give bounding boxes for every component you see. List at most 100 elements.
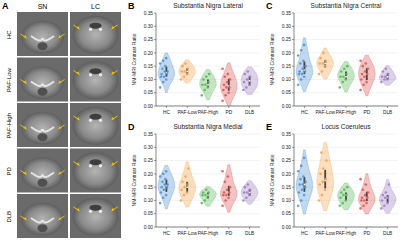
data-point [184, 62, 187, 65]
tick-label: 0.30 [282, 24, 292, 29]
image-bg [17, 58, 68, 102]
tick-label: 0.20 [144, 172, 154, 177]
panel-label: D [128, 122, 135, 132]
data-point [249, 189, 252, 192]
data-point [243, 81, 246, 84]
aqueduct [38, 88, 48, 96]
data-point [159, 86, 162, 89]
median [366, 197, 368, 199]
data-point [318, 73, 321, 76]
category-label: PAF-High [336, 231, 357, 236]
data-point [364, 194, 367, 197]
median [366, 73, 368, 75]
data-point [381, 75, 384, 78]
data-point [203, 199, 206, 202]
data-point [226, 189, 229, 192]
data-point [325, 159, 328, 162]
data-point [247, 70, 250, 73]
data-point [206, 196, 209, 199]
tick-label: 0.35 [144, 11, 154, 16]
grid-line [294, 213, 398, 214]
y-axis [294, 13, 295, 106]
lc-spot [89, 210, 92, 213]
tick-label: 0.10 [282, 77, 292, 82]
data-point [346, 186, 349, 189]
tick-label: 0.10 [282, 198, 292, 203]
data-point [386, 202, 389, 205]
arrow [112, 71, 118, 75]
data-point [164, 178, 167, 181]
data-point [227, 196, 230, 199]
data-point [180, 189, 183, 192]
data-point [343, 68, 346, 71]
tick-label: 0.00 [144, 104, 154, 109]
data-point [324, 178, 327, 181]
data-point [164, 65, 167, 68]
tick-mark [249, 106, 250, 108]
data-point [367, 191, 370, 194]
column-label: LC [91, 3, 100, 10]
data-point [248, 194, 251, 197]
data-point [363, 199, 366, 202]
tick-mark [228, 106, 229, 108]
grid-line [294, 92, 398, 93]
violin [241, 181, 258, 204]
data-point [381, 199, 384, 202]
aqueduct [38, 224, 48, 232]
data-point [297, 54, 300, 57]
data-point [200, 202, 203, 205]
arrow [59, 34, 65, 38]
violin [220, 63, 237, 106]
quartile-box [303, 61, 305, 74]
data-point [362, 189, 365, 192]
image-bg [17, 149, 68, 193]
data-point [302, 60, 305, 63]
category-label: PAF-Low [178, 110, 198, 115]
data-point [359, 60, 362, 63]
grid-line [294, 134, 398, 135]
midbrain [21, 203, 64, 236]
data-point [243, 191, 246, 194]
ventricle [90, 159, 102, 165]
arrow [112, 162, 118, 166]
data-point [229, 186, 232, 189]
category-label: HC [163, 110, 170, 115]
violin [338, 183, 355, 210]
sn-band [31, 218, 54, 223]
data-point [245, 86, 248, 89]
tick-label: 0.25 [282, 158, 292, 163]
data-point [343, 189, 346, 192]
aqueduct [38, 133, 48, 141]
data-point [201, 194, 204, 197]
grid-line [294, 147, 398, 148]
data-point [222, 194, 225, 197]
quartile-box [249, 76, 251, 85]
tick-label: 0.05 [144, 211, 154, 216]
lc-spot [99, 210, 102, 213]
tick-label: 0.20 [144, 51, 154, 56]
grid-line [156, 213, 260, 214]
data-point [362, 65, 365, 68]
data-point [201, 83, 204, 86]
plot-area [158, 53, 258, 106]
data-point [180, 70, 183, 73]
data-point [304, 186, 307, 189]
chart-title: Substantia Nigra Medial [173, 123, 243, 131]
tick-label: 0.35 [282, 11, 292, 16]
violin [220, 165, 237, 212]
lc-spot [99, 164, 102, 167]
data-point [303, 44, 306, 47]
data-point [204, 194, 207, 197]
quartile-box [186, 182, 188, 193]
data-point [365, 62, 368, 65]
arrow-head [24, 217, 27, 220]
data-point [360, 199, 363, 202]
data-point [298, 70, 301, 73]
mri-image [70, 12, 121, 56]
data-point [166, 70, 169, 73]
tick-label: 0.15 [282, 64, 292, 69]
quartile-box [186, 68, 188, 75]
tick-label: 0.20 [282, 172, 292, 177]
tick-mark [304, 227, 305, 229]
tick-mark [346, 227, 347, 229]
